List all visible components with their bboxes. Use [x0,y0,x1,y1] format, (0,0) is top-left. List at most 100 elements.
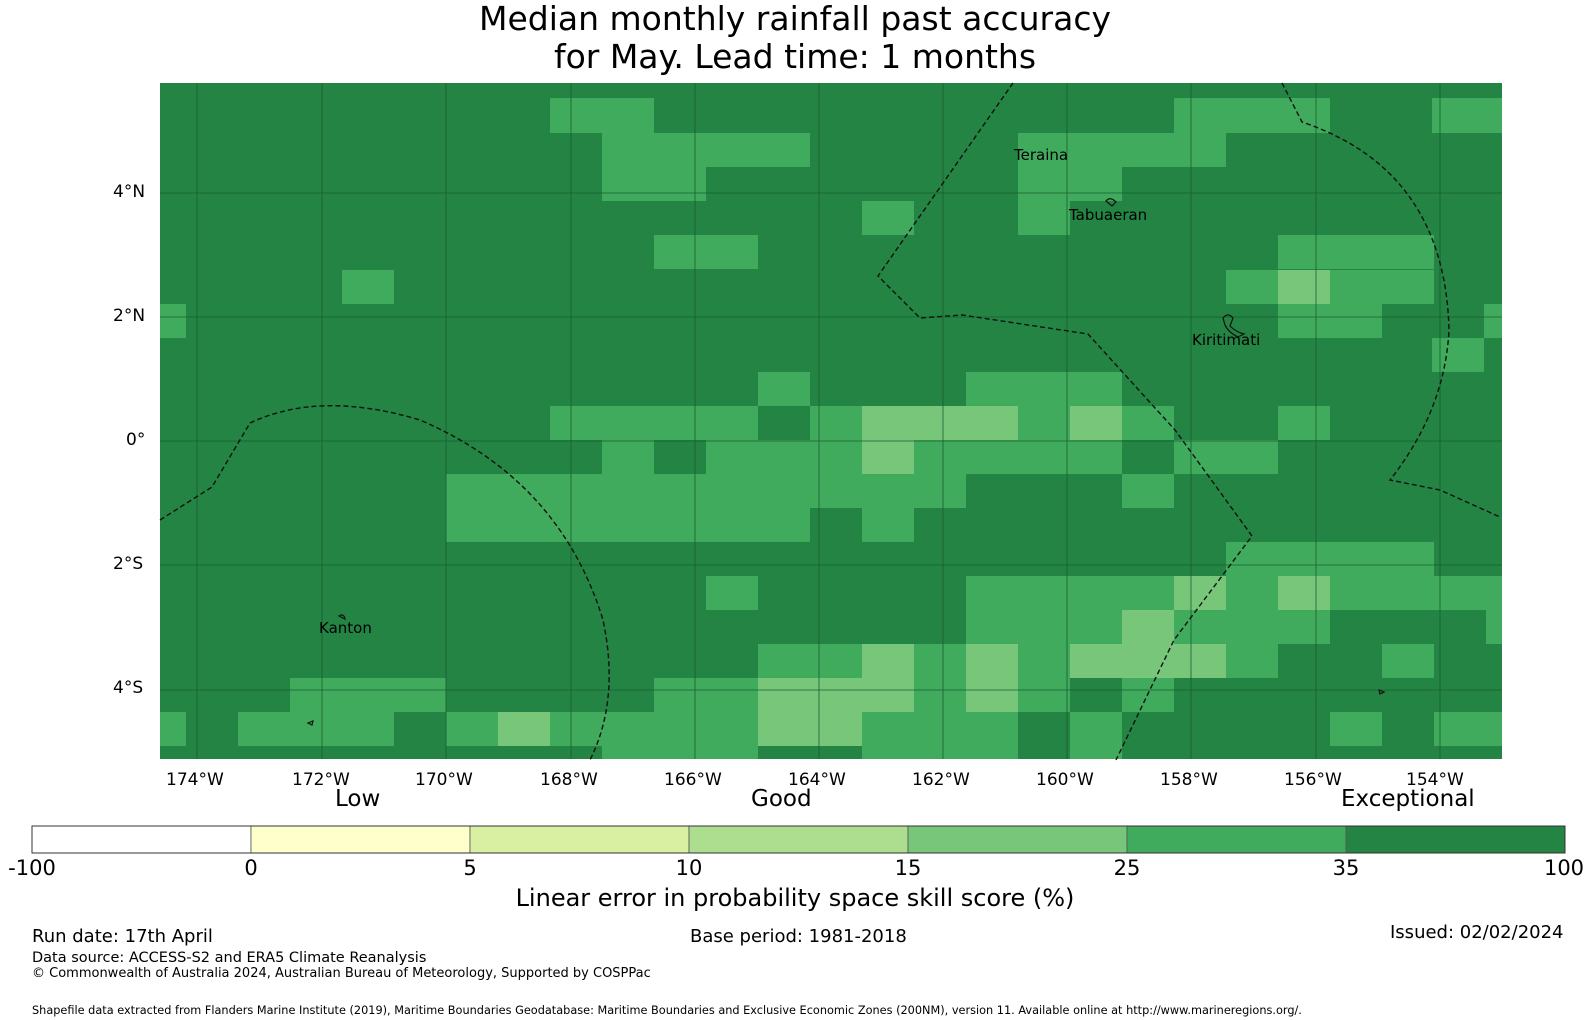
skill-cell [1226,644,1278,678]
tabuaeran-island [1105,198,1117,207]
skill-cell [1330,576,1502,610]
colorbar-segment [1345,825,1566,854]
lat-label: 0° [126,430,146,450]
lon-label: 162°W [912,770,970,790]
eez-boundary-phoenix-islands [159,405,610,761]
skill-cell [966,372,1122,406]
skill-cell [602,133,810,167]
skill-cell [862,508,914,542]
lat-label: 2°N [113,306,146,326]
legend-category-good: Good [751,786,812,812]
skill-cell [1122,610,1174,644]
skill-cell [706,440,862,474]
skill-cell [1432,98,1502,133]
colorbar-segment [31,825,252,854]
skill-cell [602,167,706,201]
kiritimati-island [1222,314,1246,338]
skill-cell [1278,406,1330,440]
skill-cell [758,372,810,406]
copyright: © Commonwealth of Australia 2024, Austra… [32,966,651,981]
lat-label: 4°N [113,182,146,202]
skill-grid [160,83,1502,759]
eez-boundary-line-islands-east [1281,82,1501,518]
place-label-tabuaeran: Tabuaeran [1069,206,1148,224]
colorbar-tick: 10 [675,856,703,880]
skill-cell [1382,644,1434,678]
title-line-1: Median monthly rainfall past accuracy [478,0,1112,38]
colorbar-segment [250,825,471,854]
lat-label: 4°S [113,678,144,698]
skill-cell [966,644,1018,678]
gridlines [160,83,1502,759]
skill-cell [238,712,394,746]
skill-cell [862,201,914,235]
skill-cell [1018,644,1070,678]
skill-cell [446,712,498,746]
lon-label: 158°W [1160,770,1218,790]
skill-cell [1070,712,1122,746]
skill-cell [342,270,394,304]
skill-cell [862,644,914,678]
skill-cell [602,440,654,474]
lon-label: 166°W [664,770,722,790]
skill-cell [1330,712,1382,746]
skill-cell [1070,746,1122,759]
skill-cell [550,406,758,440]
skill-cell [1278,270,1330,304]
legend-category-low: Low [335,786,381,812]
skill-cell [290,678,446,712]
skill-cell [1018,201,1070,235]
skill-cell [160,304,186,338]
skill-cell [1070,644,1226,678]
skill-cell [862,712,1018,746]
skill-cell [1278,304,1382,338]
place-label-kiritimati: Kiritimati [1192,331,1261,349]
eez-boundary-line-islands-north [877,82,1253,761]
skill-cell [966,610,1122,644]
colorbar-tick: 35 [1332,856,1360,880]
skill-cell [1070,406,1122,440]
skill-cell [758,712,862,746]
lon-label: 168°W [540,770,598,790]
skill-cell [758,644,862,678]
issued-date: Issued: 02/02/2024 [1390,922,1564,943]
skill-cell [706,576,758,610]
skill-cell [966,576,1174,610]
colorbar-segment [1126,825,1347,854]
base-period: Base period: 1981-2018 [690,926,907,947]
colorbar-frame [31,825,1566,854]
skill-cell [1432,338,1484,372]
lon-label: 156°W [1284,770,1342,790]
skill-cell [160,712,186,746]
place-label-teraina: Teraina [1014,146,1069,164]
skill-cell [1122,406,1174,440]
lat-label: 2°S [113,554,144,574]
skill-cell [654,235,758,269]
kanton-island [337,614,346,621]
skill-cell [1070,440,1122,474]
island-outlines [306,198,1386,726]
skill-cell [862,406,1018,440]
colorbar-tick: 100 [1543,856,1585,880]
skill-cell [446,508,810,542]
colorbar-tick: 15 [894,856,922,880]
lon-label: 174°W [166,770,224,790]
skill-cell [1122,474,1174,508]
skill-cell [550,98,654,133]
skill-cell [1174,98,1330,133]
place-label-kanton: Kanton [319,619,372,637]
skill-cell [1486,610,1502,644]
skill-cell [914,440,1070,474]
colorbar-segment [469,825,690,854]
colorbar-title: Linear error in probability space skill … [515,884,1075,912]
islet [306,720,314,726]
lon-label: 160°W [1036,770,1094,790]
skill-cell [1434,712,1502,746]
skill-cell [1484,304,1502,338]
eez-boundaries [159,82,1501,761]
skill-cell [862,746,1018,759]
data-source: Data source: ACCESS-S2 and ERA5 Climate … [32,950,427,966]
legend-category-exceptional: Exceptional [1341,786,1475,812]
skill-cell [862,440,914,474]
